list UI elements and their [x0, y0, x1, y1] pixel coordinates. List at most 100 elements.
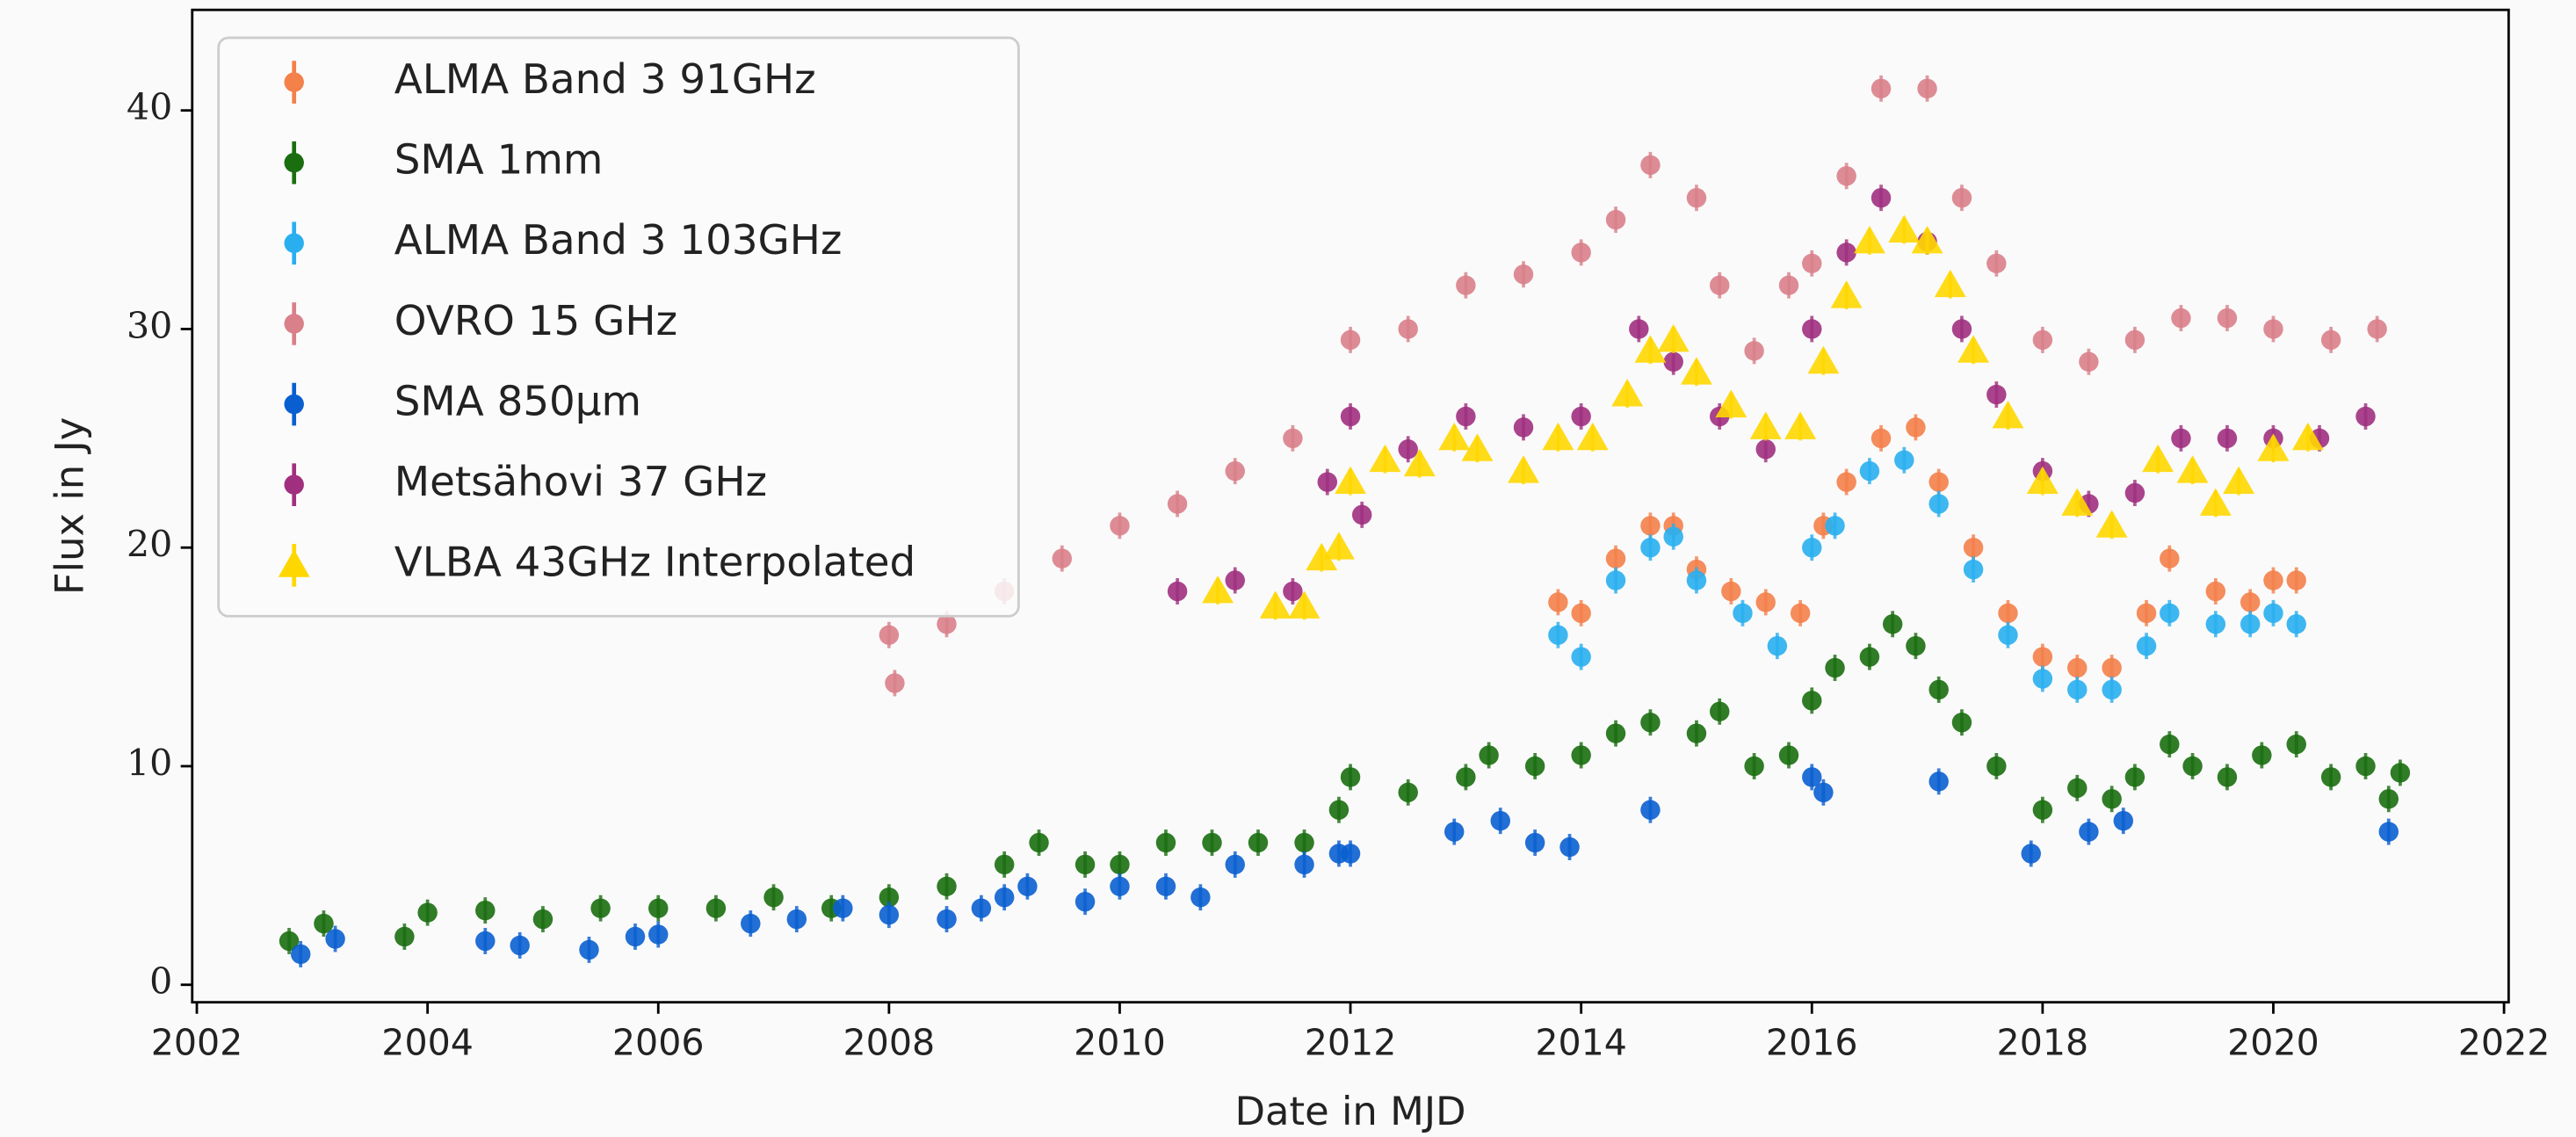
series — [1548, 414, 2306, 681]
point — [1110, 854, 1130, 875]
point — [1721, 581, 1741, 602]
point — [1870, 78, 1892, 99]
point — [1744, 341, 1764, 361]
point — [2355, 406, 2376, 427]
point — [2067, 657, 2088, 678]
point — [1986, 756, 2007, 777]
point — [625, 926, 646, 947]
point — [2217, 767, 2238, 787]
point — [1167, 581, 1188, 602]
triangle-marker — [1634, 335, 1667, 363]
point — [1663, 351, 1683, 372]
point — [1870, 187, 1892, 208]
triangle-marker — [2095, 510, 2128, 538]
point — [1294, 854, 1314, 875]
x-tick-label: 2004 — [381, 1021, 474, 1063]
triangle-marker — [1992, 400, 2024, 429]
point — [1155, 876, 1176, 897]
point — [1686, 187, 1707, 208]
point — [1548, 625, 1568, 645]
point — [1906, 635, 1926, 656]
point — [1640, 537, 1661, 558]
triangle-marker — [278, 549, 310, 577]
point — [2240, 614, 2261, 634]
point — [2136, 635, 2157, 656]
point — [1479, 745, 1499, 765]
point — [885, 673, 905, 693]
x-axis-label: Date in MJD — [1234, 1088, 1465, 1134]
point — [1225, 570, 1245, 590]
point — [1629, 319, 1649, 339]
triangle-marker — [1322, 532, 1355, 560]
point — [1825, 657, 1845, 678]
point — [937, 909, 957, 930]
point — [284, 394, 304, 415]
triangle-marker — [1715, 389, 1747, 417]
triangle-marker — [1461, 433, 1494, 461]
point — [1340, 767, 1361, 787]
triangle-marker — [1576, 422, 1609, 451]
point — [1075, 854, 1096, 875]
x-tick-label: 2010 — [1074, 1021, 1166, 1063]
point — [1963, 559, 1984, 580]
point — [1778, 275, 1799, 295]
point — [284, 474, 304, 495]
point — [290, 944, 311, 965]
point — [1029, 832, 1049, 853]
point — [1859, 460, 1880, 482]
point — [1963, 537, 1984, 558]
legend-label: ALMA Band 3 103GHz — [394, 217, 843, 264]
point — [2263, 570, 2283, 590]
triangle-marker — [1202, 576, 1234, 604]
legend-label: Metsähovi 37 GHz — [394, 459, 767, 506]
point — [1571, 603, 1591, 624]
triangle-marker — [2061, 488, 2094, 516]
triangle-marker — [1888, 214, 1921, 243]
point — [1986, 384, 2007, 405]
point — [2032, 647, 2053, 667]
triangle-marker — [1438, 422, 1471, 451]
point — [1155, 832, 1176, 853]
point — [1755, 439, 1776, 460]
point — [1802, 253, 1822, 274]
point — [1640, 155, 1661, 176]
point — [1225, 460, 1245, 482]
point — [1928, 679, 1949, 700]
triangle-marker — [1611, 379, 1644, 407]
point — [1110, 876, 1130, 897]
legend-box — [217, 36, 1020, 618]
point — [1859, 647, 1880, 667]
triangle-marker — [1934, 269, 1966, 298]
point — [1917, 78, 1937, 99]
point — [2124, 330, 2145, 351]
point — [833, 898, 853, 918]
point — [994, 854, 1015, 875]
triangle-marker — [1784, 411, 1817, 439]
series — [1548, 446, 2306, 703]
point — [1882, 614, 1903, 634]
x-tick-label: 2012 — [1305, 1021, 1397, 1063]
y-tick-label: 10 — [127, 742, 172, 784]
triangle-marker — [2142, 444, 2174, 473]
point — [1571, 647, 1591, 667]
point — [1640, 800, 1661, 820]
point — [1744, 756, 1764, 777]
point — [1605, 723, 1626, 743]
triangle-marker — [2199, 488, 2232, 516]
point — [2355, 756, 2376, 777]
point — [2032, 800, 2053, 820]
triangle-marker — [1853, 225, 1885, 254]
point — [1548, 592, 1568, 612]
legend-label: VLBA 43GHz Interpolated — [394, 540, 915, 587]
point — [1317, 472, 1338, 492]
legend-label: OVRO 15 GHz — [394, 298, 677, 345]
point — [2286, 570, 2306, 590]
point — [2079, 822, 2099, 842]
point — [2320, 767, 2341, 787]
point — [1906, 417, 1926, 438]
point — [1571, 406, 1591, 427]
y-tick-label: 0 — [149, 960, 172, 1003]
point — [2171, 428, 2191, 449]
x-tick-label: 2014 — [1535, 1021, 1627, 1063]
